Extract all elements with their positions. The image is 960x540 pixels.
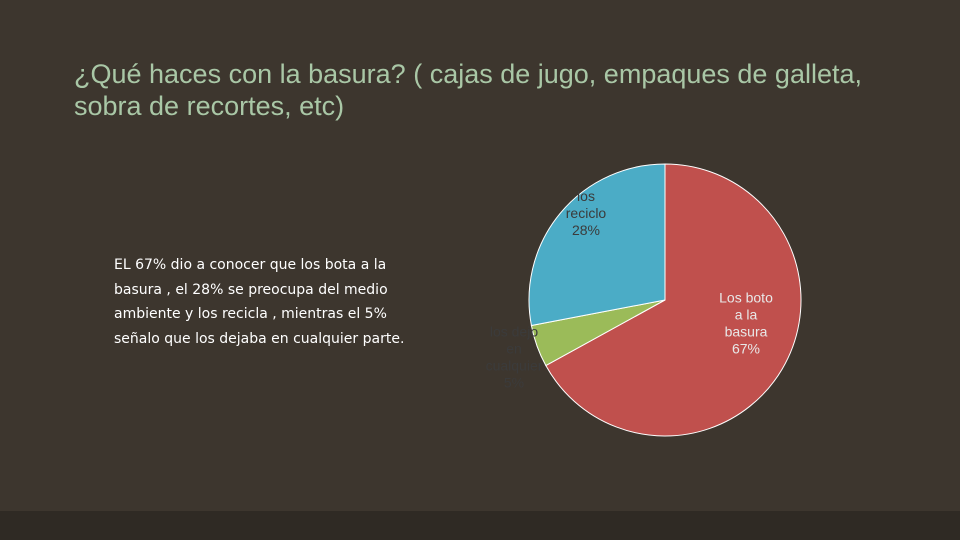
slice-label: los dejo en cualquier 5% bbox=[486, 324, 543, 391]
slice-label: los reciclo 28% bbox=[566, 188, 607, 238]
slide-title: ¿Qué haces con la basura? ( cajas de jug… bbox=[74, 59, 862, 121]
pie-slice bbox=[545, 163, 802, 437]
pie-slice bbox=[528, 163, 666, 327]
summary-text: EL 67% dio a conocer que los bota a la b… bbox=[114, 257, 405, 347]
slice-label: Los boto a la basura 67% bbox=[719, 290, 773, 357]
footer-band bbox=[0, 511, 960, 540]
